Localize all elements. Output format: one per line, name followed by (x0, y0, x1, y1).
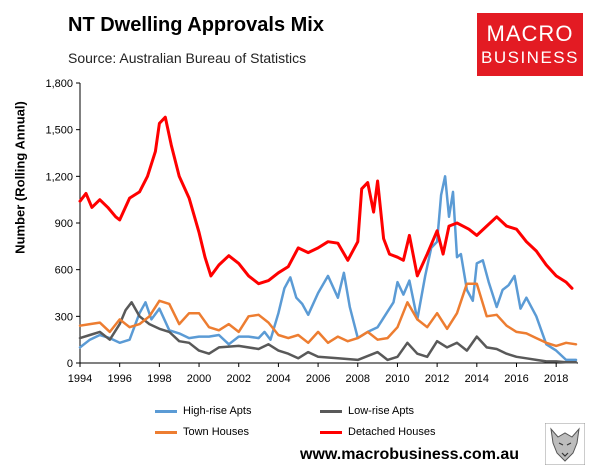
legend-item-lowrise: Low-rise Apts (320, 405, 414, 417)
series-line-detached (78, 115, 574, 290)
y-tick-label: 1,500 (45, 125, 73, 137)
legend-item-townhouses: Town Houses (155, 426, 249, 438)
legend-swatch-lowrise (320, 409, 342, 413)
series-layer (78, 115, 578, 364)
x-tick-label: 1996 (107, 373, 131, 385)
series-line-lowrise (78, 301, 578, 364)
y-tick-label: 1,200 (45, 171, 73, 183)
series-line-townhouses (78, 282, 578, 348)
wolf-logo-icon (545, 423, 585, 465)
footer-url[interactable]: www.macrobusiness.com.au (300, 446, 520, 463)
legend-label-detached: Detached Houses (348, 426, 436, 438)
x-tick-label: 2012 (425, 373, 449, 385)
logo-line-2: BUSINESS (481, 48, 579, 67)
x-tick-label: 2016 (504, 373, 528, 385)
legend-swatch-detached (320, 430, 342, 434)
x-tick-label: 2002 (226, 373, 250, 385)
y-tick-label: 600 (55, 265, 73, 277)
x-tick-label: 2008 (346, 373, 370, 385)
x-tick-label: 2010 (385, 373, 409, 385)
x-tick-label: 2018 (544, 373, 568, 385)
x-tick-label: 2000 (187, 373, 211, 385)
legend-swatch-highrise (155, 409, 177, 413)
legend-swatch-townhouses (155, 430, 177, 434)
legend-label-highrise: High-rise Apts (183, 405, 252, 417)
y-tick-label: 1,800 (45, 78, 73, 90)
x-tick-label: 1998 (147, 373, 171, 385)
logo-line-1: MACRO (486, 21, 574, 46)
x-tick-label: 2014 (465, 373, 489, 385)
macrobusiness-logo[interactable]: MACRO BUSINESS (477, 13, 583, 76)
x-tick-label: 2004 (266, 373, 290, 385)
chart-title: NT Dwelling Approvals Mix (68, 14, 324, 36)
series-line-highrise (78, 175, 578, 362)
y-tick-label: 300 (55, 311, 73, 323)
legend-item-highrise: High-rise Apts (155, 405, 251, 417)
y-tick-label: 0 (67, 358, 73, 370)
legend-item-detached: Detached Houses (320, 426, 435, 438)
legend-label-townhouses: Town Houses (183, 426, 250, 438)
chart-subtitle: Source: Australian Bureau of Statistics (68, 50, 307, 66)
axes: 0 300 600 900 1,200 1,500 1,800 1994 1996 1998 200… (45, 78, 578, 385)
y-tick-label: 900 (55, 218, 73, 230)
legend-label-lowrise: Low-rise Apts (348, 405, 415, 417)
x-tick-label: 1994 (68, 373, 92, 385)
x-tick-label: 2006 (306, 373, 330, 385)
